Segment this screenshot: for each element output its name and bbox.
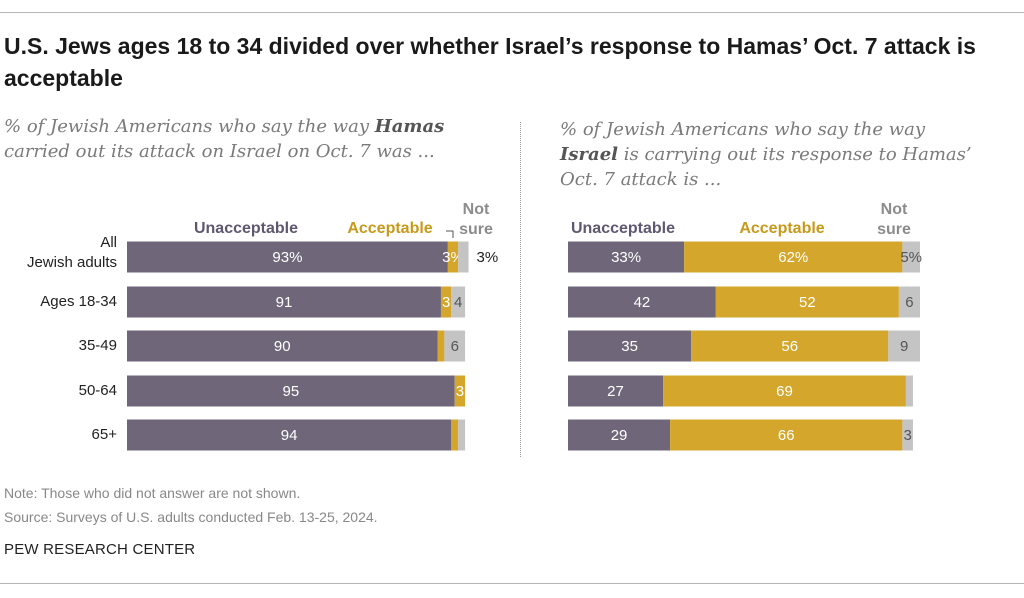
israel-bar-acceptable-row-4 — [663, 375, 906, 407]
hamas-bar-acceptable-row-5 — [451, 419, 459, 451]
hamas-bar-not-sure-row-5 — [458, 419, 466, 451]
panel-divider — [520, 122, 521, 457]
israel-bar-unacceptable-row-2 — [568, 286, 716, 318]
israel-bar-unacceptable-row-1 — [568, 241, 685, 273]
hamas-value-label-not-sure-row-3: 6 — [451, 338, 459, 355]
brand-logo-text: PEW RESEARCH CENTER — [4, 541, 196, 558]
israel-value-label-unacceptable-row-3: 35 — [621, 338, 638, 355]
israel-value-label-acceptable-row-4: 69 — [776, 383, 793, 400]
israel-bar-not-sure-row-5 — [902, 419, 913, 451]
hamas-value-label-acceptable-row-4: 3 — [456, 383, 464, 400]
hamas-bar-unacceptable-row-5 — [127, 419, 452, 451]
category-label-all-line1: All — [100, 234, 117, 251]
israel-bar-not-sure-row-1 — [902, 241, 920, 273]
hamas-bar-unacceptable-row-2 — [127, 286, 441, 318]
left-subtitle-after: carried out its attack on Israel on Oct.… — [4, 141, 435, 162]
israel-value-label-acceptable-row-2: 52 — [799, 294, 816, 311]
hamas-value-label-not-sure-row-1: 3% — [477, 249, 499, 266]
right-subtitle-after: is carrying out its response to Hamas’ O… — [560, 144, 972, 190]
hamas-value-label-unacceptable-row-2: 91 — [276, 294, 293, 311]
category-label-2: Ages 18-34 — [40, 293, 117, 310]
category-label-3: 35-49 — [79, 337, 117, 354]
category-label-5: 65+ — [92, 426, 118, 443]
left-panel-subtitle: % of Jewish Americans who say the way Ha… — [4, 114, 504, 164]
not-sure-leader-line — [446, 230, 454, 238]
israel-value-label-not-sure-row-5: 3 — [904, 427, 912, 444]
israel-bar-unacceptable-row-4 — [568, 375, 664, 407]
top-rule — [0, 12, 1024, 13]
israel-bar-acceptable-row-2 — [715, 286, 899, 318]
hamas-value-label-acceptable-row-2: 3 — [442, 294, 450, 311]
chart-note: Note: Those who did not answer are not s… — [4, 485, 301, 501]
israel-header-not-sure-line1: Not — [881, 201, 908, 218]
israel-value-label-unacceptable-row-4: 27 — [607, 383, 624, 400]
israel-value-label-unacceptable-row-2: 42 — [634, 294, 651, 311]
hamas-value-label-not-sure-row-2: 4 — [454, 294, 462, 311]
israel-value-label-acceptable-row-1: 62% — [778, 249, 808, 266]
left-subtitle-before: % of Jewish Americans who say the way — [4, 116, 375, 137]
israel-header-unacceptable: Unacceptable — [571, 220, 675, 237]
hamas-bar-unacceptable-row-1 — [127, 241, 448, 273]
hamas-bar-not-sure-row-2 — [451, 286, 466, 318]
israel-bar-unacceptable-row-5 — [568, 419, 671, 451]
hamas-header-unacceptable: Unacceptable — [194, 220, 298, 237]
hamas-bar-not-sure-row-1 — [458, 241, 469, 273]
category-label-all-line2: Jewish adults — [27, 254, 117, 271]
israel-bar-acceptable-row-3 — [691, 330, 889, 362]
bottom-rule — [0, 583, 1024, 584]
hamas-header-not-sure-line1: Not — [463, 201, 490, 218]
israel-bar-not-sure-row-3 — [888, 330, 920, 362]
israel-bar-not-sure-row-2 — [898, 286, 920, 318]
israel-value-label-acceptable-row-5: 66 — [778, 427, 795, 444]
hamas-header-acceptable: Acceptable — [347, 220, 432, 237]
hamas-bar-unacceptable-row-4 — [127, 375, 455, 407]
hamas-bar-acceptable-row-4 — [454, 375, 466, 407]
left-subtitle-emphasis: Hamas — [374, 116, 445, 137]
hamas-bar-acceptable-row-2 — [440, 286, 452, 318]
right-panel-subtitle: % of Jewish Americans who say the way Is… — [560, 117, 980, 192]
hamas-bar-not-sure-row-3 — [444, 330, 466, 362]
hamas-value-label-unacceptable-row-5: 94 — [281, 427, 298, 444]
right-subtitle-before: % of Jewish Americans who say the way — [560, 119, 926, 140]
category-label-4: 50-64 — [79, 382, 117, 399]
israel-value-label-acceptable-row-3: 56 — [781, 338, 798, 355]
stacked-bar-charts: Unacceptable Acceptable Not sure All Jewish a… — [27, 201, 922, 451]
hamas-bar-acceptable-row-1 — [447, 241, 459, 273]
israel-value-label-not-sure-row-3: 9 — [900, 338, 908, 355]
israel-bar-acceptable-row-1 — [684, 241, 903, 273]
israel-value-label-not-sure-row-2: 6 — [905, 294, 913, 311]
hamas-value-label-unacceptable-row-4: 95 — [283, 383, 300, 400]
hamas-header-not-sure-line2: sure — [459, 221, 493, 238]
hamas-value-label-unacceptable-row-1: 93% — [272, 249, 302, 266]
israel-header-acceptable: Acceptable — [739, 220, 824, 237]
chart-title: U.S. Jews ages 18 to 34 divided over whe… — [4, 33, 976, 91]
hamas-value-label-unacceptable-row-3: 90 — [274, 338, 291, 355]
israel-header-not-sure-line2: sure — [877, 221, 911, 238]
israel-bar-not-sure-row-4 — [905, 375, 913, 407]
israel-bar-acceptable-row-5 — [670, 419, 903, 451]
israel-value-label-unacceptable-row-5: 29 — [611, 427, 628, 444]
israel-value-label-unacceptable-row-1: 33% — [611, 249, 641, 266]
hamas-bar-unacceptable-row-3 — [127, 330, 438, 362]
israel-bar-unacceptable-row-3 — [568, 330, 692, 362]
israel-value-label-not-sure-row-1: 5% — [900, 249, 922, 266]
hamas-bar-acceptable-row-3 — [437, 330, 445, 362]
chart-source: Source: Surveys of U.S. adults conducted… — [4, 509, 378, 525]
right-subtitle-emphasis: Israel — [560, 144, 618, 165]
